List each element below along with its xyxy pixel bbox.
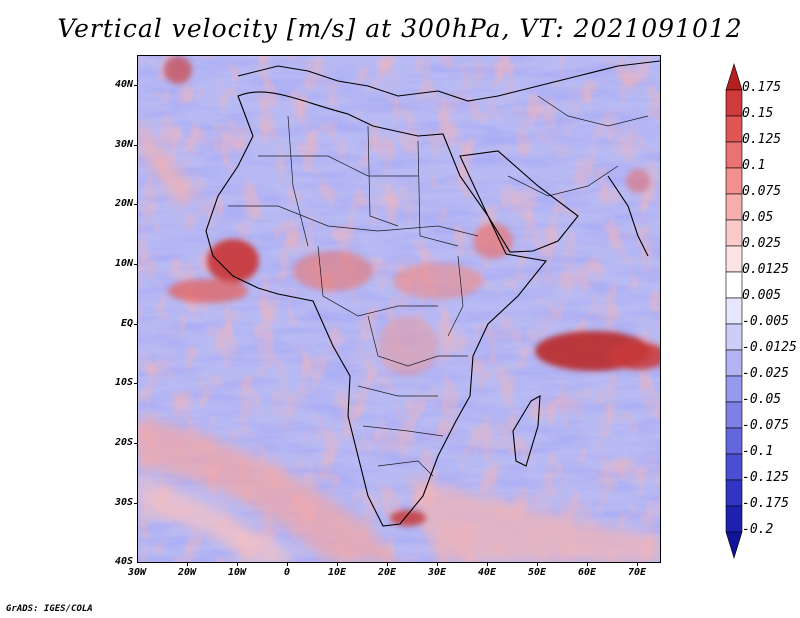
lat-label-eq: EQ	[120, 318, 133, 329]
colorbar-label: -0.125	[742, 470, 789, 485]
colorbar-segment	[725, 505, 743, 533]
colorbar-label: -0.0125	[742, 340, 797, 355]
lon-label-20e: 20E	[377, 567, 397, 578]
colorbar-label: 0.005	[742, 288, 782, 303]
lon-label-60e: 60E	[577, 567, 597, 578]
lon-tick	[587, 562, 588, 566]
colorbar-segment	[725, 193, 743, 221]
colorbar-label: 0.0125	[742, 262, 789, 277]
lat-label-10n: 10N	[114, 258, 133, 269]
lon-label-20w: 20W	[177, 567, 197, 578]
lat-tick	[134, 443, 138, 444]
lon-label-10w: 10W	[227, 567, 247, 578]
lon-label-0: 0	[283, 567, 291, 578]
lon-tick	[387, 562, 388, 566]
lon-tick	[187, 562, 188, 566]
colorbar-segment	[725, 141, 743, 169]
lon-tick	[537, 562, 538, 566]
colorbar-label: -0.075	[742, 418, 789, 433]
colorbar-label: -0.05	[742, 392, 782, 407]
lat-label-40s: 40S	[114, 556, 133, 567]
velocity-field-map	[138, 56, 660, 562]
lat-tick	[134, 383, 138, 384]
colorbar-label: 0.15	[742, 106, 774, 121]
lon-label-70e: 70E	[627, 567, 647, 578]
lon-tick	[237, 562, 238, 566]
colorbar-segment	[725, 479, 743, 507]
colorbar-segment	[725, 401, 743, 429]
pink-streak-regions	[138, 116, 660, 562]
colorbar-segment	[725, 323, 743, 351]
colorbar-segment	[725, 427, 743, 455]
colorbar	[725, 62, 743, 560]
lon-tick	[487, 562, 488, 566]
lat-tick	[134, 145, 138, 146]
colorbar-label: 0.025	[742, 236, 782, 251]
colorbar-label: 0.1	[742, 158, 766, 173]
lon-tick	[337, 562, 338, 566]
lon-tick	[637, 562, 638, 566]
country-borders	[228, 95, 649, 477]
map-plot-area	[137, 55, 661, 563]
lat-tick	[134, 503, 138, 504]
lat-label-20s: 20S	[114, 437, 133, 448]
colorbar-top-arrow	[725, 62, 743, 91]
lat-tick	[134, 85, 138, 86]
lat-label-30s: 30S	[114, 497, 133, 508]
chart-title: Vertical velocity [m/s] at 300hPa, VT: 2…	[57, 14, 743, 43]
colorbar-label: -0.005	[742, 314, 789, 329]
colorbar-label: -0.175	[742, 496, 789, 511]
lat-tick	[134, 204, 138, 205]
coastlines	[205, 60, 660, 527]
colorbar-segment	[725, 375, 743, 403]
lat-label-40n: 40N	[114, 79, 133, 90]
grads-credit: GrADS: IGES/COLA	[6, 604, 93, 614]
colorbar-segment	[725, 115, 743, 143]
colorbar-segment	[725, 297, 743, 325]
colorbar-label: 0.05	[742, 210, 774, 225]
lon-label-10e: 10E	[327, 567, 347, 578]
lon-tick	[287, 562, 288, 566]
colorbar-label: -0.2	[742, 522, 774, 537]
colorbar-label: -0.1	[742, 444, 774, 459]
colorbar-segment	[725, 245, 743, 273]
colorbar-segment	[725, 167, 743, 195]
lon-tick	[437, 562, 438, 566]
lon-label-50e: 50E	[527, 567, 547, 578]
lat-label-10s: 10S	[114, 377, 133, 388]
lat-label-20n: 20N	[114, 198, 133, 209]
colorbar-segment	[725, 89, 743, 117]
colorbar-segment	[725, 349, 743, 377]
lat-label-30n: 30N	[114, 139, 133, 150]
lon-label-40e: 40E	[477, 567, 497, 578]
lat-tick	[134, 264, 138, 265]
colorbar-segment	[725, 453, 743, 481]
colorbar-segment	[725, 219, 743, 247]
colorbar-segment	[725, 271, 743, 299]
colorbar-segments	[725, 62, 743, 560]
lat-tick	[134, 324, 138, 325]
lon-label-30e: 30E	[427, 567, 447, 578]
colorbar-label: -0.025	[742, 366, 789, 381]
colorbar-label: 0.125	[742, 132, 782, 147]
colorbar-label: 0.075	[742, 184, 782, 199]
colorbar-bottom-arrow	[725, 531, 743, 560]
colorbar-label: 0.175	[742, 80, 782, 95]
lon-label-30w: 30W	[127, 567, 147, 578]
